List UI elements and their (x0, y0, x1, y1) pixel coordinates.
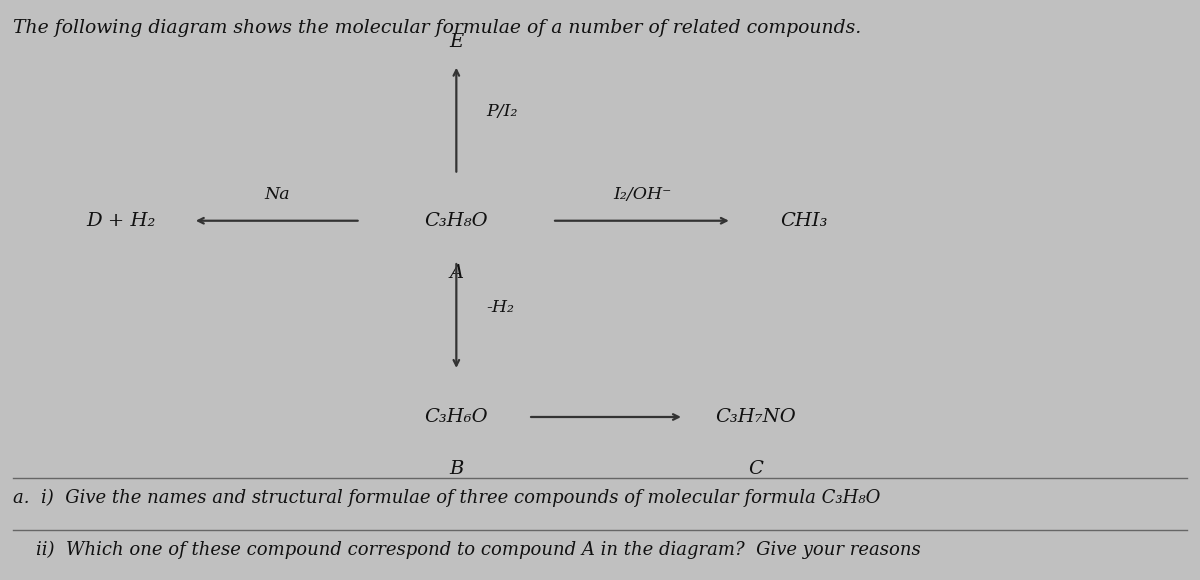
Text: Na: Na (264, 186, 289, 204)
Text: ii)  Which one of these compound correspond to compound A in the diagram?  Give : ii) Which one of these compound correspo… (13, 541, 922, 559)
Text: I₂/OH⁻: I₂/OH⁻ (613, 186, 671, 204)
Text: B: B (449, 460, 463, 478)
Text: E: E (449, 33, 463, 51)
Text: C₃H₇NO: C₃H₇NO (715, 408, 796, 426)
Text: C: C (749, 460, 763, 478)
Text: CHI₃: CHI₃ (780, 212, 827, 230)
Text: The following diagram shows the molecular formulae of a number of related compou: The following diagram shows the molecula… (13, 19, 862, 37)
Text: C₃H₆O: C₃H₆O (425, 408, 488, 426)
Text: C₃H₈O: C₃H₈O (425, 212, 488, 230)
Text: -H₂: -H₂ (486, 299, 515, 316)
Text: D + H₂: D + H₂ (86, 212, 156, 230)
Text: P/I₂: P/I₂ (486, 103, 517, 119)
Text: A: A (449, 264, 463, 282)
Text: a.  i)  Give the names and structural formulae of three compounds of molecular f: a. i) Give the names and structural form… (13, 489, 881, 508)
